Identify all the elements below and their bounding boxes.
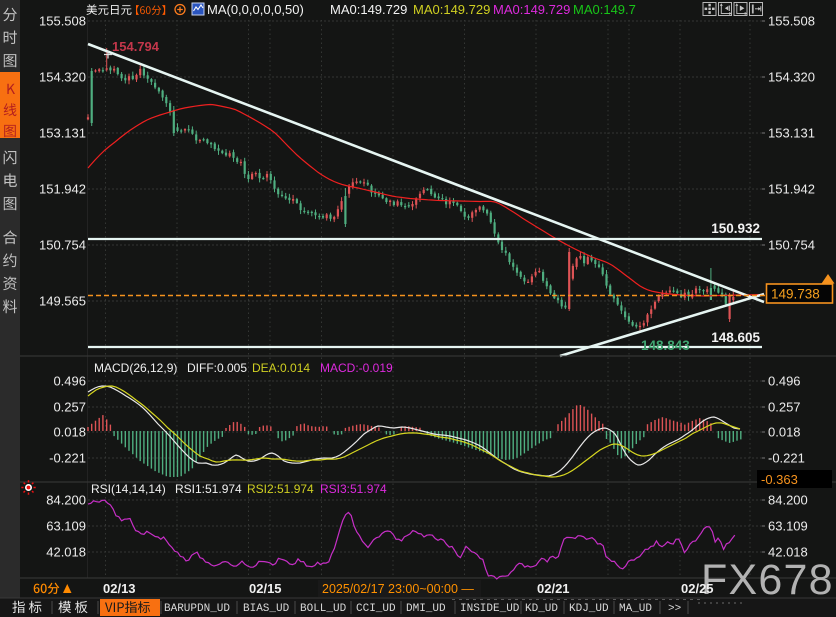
- svg-text:MA(0,0,0,0,0,50): MA(0,0,0,0,0,50): [207, 2, 304, 17]
- svg-text:84.200: 84.200: [768, 493, 808, 508]
- svg-text:84.200: 84.200: [46, 493, 86, 508]
- svg-text:02/21: 02/21: [537, 581, 570, 596]
- svg-text:>>: >>: [668, 603, 681, 615]
- svg-text:BARUPDN_UD: BARUPDN_UD: [164, 603, 230, 615]
- svg-text:42.018: 42.018: [46, 545, 86, 560]
- svg-text:BIAS_UD: BIAS_UD: [243, 603, 290, 615]
- svg-text:0.496: 0.496: [768, 374, 801, 389]
- svg-text:RSI3:51.974: RSI3:51.974: [320, 482, 387, 496]
- svg-text:INSIDE_UD: INSIDE_UD: [460, 603, 520, 615]
- svg-text:148.605: 148.605: [711, 330, 760, 345]
- svg-text:CCI_UD: CCI_UD: [356, 603, 396, 615]
- svg-text:RSI2:51.974: RSI2:51.974: [247, 482, 314, 496]
- svg-text:154.794: 154.794: [112, 39, 160, 54]
- svg-text:RSI(14,14,14): RSI(14,14,14): [91, 482, 166, 496]
- svg-text:150.932: 150.932: [711, 221, 760, 236]
- svg-text:KD_UD: KD_UD: [525, 603, 558, 615]
- svg-text:MA_UD: MA_UD: [619, 603, 652, 615]
- svg-text:63.109: 63.109: [46, 519, 86, 534]
- svg-text:MA0:149.729: MA0:149.729: [493, 2, 570, 17]
- svg-text:KDJ_UD: KDJ_UD: [569, 603, 609, 615]
- svg-text:-0.221: -0.221: [768, 451, 805, 466]
- svg-text:151.942: 151.942: [39, 182, 86, 197]
- svg-text:BOLL_UD: BOLL_UD: [300, 603, 347, 615]
- svg-text:0.257: 0.257: [53, 400, 86, 415]
- svg-text:148.843: 148.843: [641, 338, 690, 353]
- svg-text:151.942: 151.942: [768, 182, 815, 197]
- svg-text:MA0:149.7: MA0:149.7: [573, 2, 636, 17]
- svg-text:-0.221: -0.221: [49, 451, 86, 466]
- svg-text:DIFF:0.005: DIFF:0.005: [187, 361, 247, 375]
- svg-text:-0.363: -0.363: [761, 472, 798, 487]
- svg-text:63.109: 63.109: [768, 519, 808, 534]
- svg-text:153.131: 153.131: [768, 126, 815, 141]
- svg-text:149.738: 149.738: [771, 287, 820, 302]
- svg-text:154.320: 154.320: [39, 70, 86, 85]
- svg-text:RSI1:51.974: RSI1:51.974: [175, 482, 242, 496]
- svg-text:02/25: 02/25: [681, 581, 714, 596]
- svg-text:153.131: 153.131: [39, 126, 86, 141]
- svg-text:2025/02/17 23:00~00:00 —: 2025/02/17 23:00~00:00 —: [322, 582, 474, 596]
- svg-text:42.018: 42.018: [768, 545, 808, 560]
- svg-text:155.508: 155.508: [768, 14, 815, 29]
- svg-text:0.018: 0.018: [53, 425, 86, 440]
- svg-text:MA0:149.729: MA0:149.729: [330, 2, 407, 17]
- svg-text:MACD(26,12,9): MACD(26,12,9): [94, 361, 177, 375]
- svg-text:02/13: 02/13: [103, 581, 136, 596]
- svg-text:0.257: 0.257: [768, 400, 801, 415]
- svg-text:DMI_UD: DMI_UD: [406, 603, 446, 615]
- svg-text:155.508: 155.508: [39, 14, 86, 29]
- svg-text:MACD:-0.019: MACD:-0.019: [320, 361, 393, 375]
- svg-text:149.565: 149.565: [39, 294, 86, 309]
- svg-text:154.320: 154.320: [768, 70, 815, 85]
- svg-text:MA0:149.729: MA0:149.729: [413, 2, 490, 17]
- svg-text:02/15: 02/15: [249, 581, 282, 596]
- svg-text:0.018: 0.018: [768, 425, 801, 440]
- svg-text:150.754: 150.754: [768, 238, 815, 253]
- svg-text:0.496: 0.496: [53, 374, 86, 389]
- svg-text:DEA:0.014: DEA:0.014: [252, 361, 310, 375]
- svg-text:FX678: FX678: [701, 556, 834, 604]
- svg-text:150.754: 150.754: [39, 238, 86, 253]
